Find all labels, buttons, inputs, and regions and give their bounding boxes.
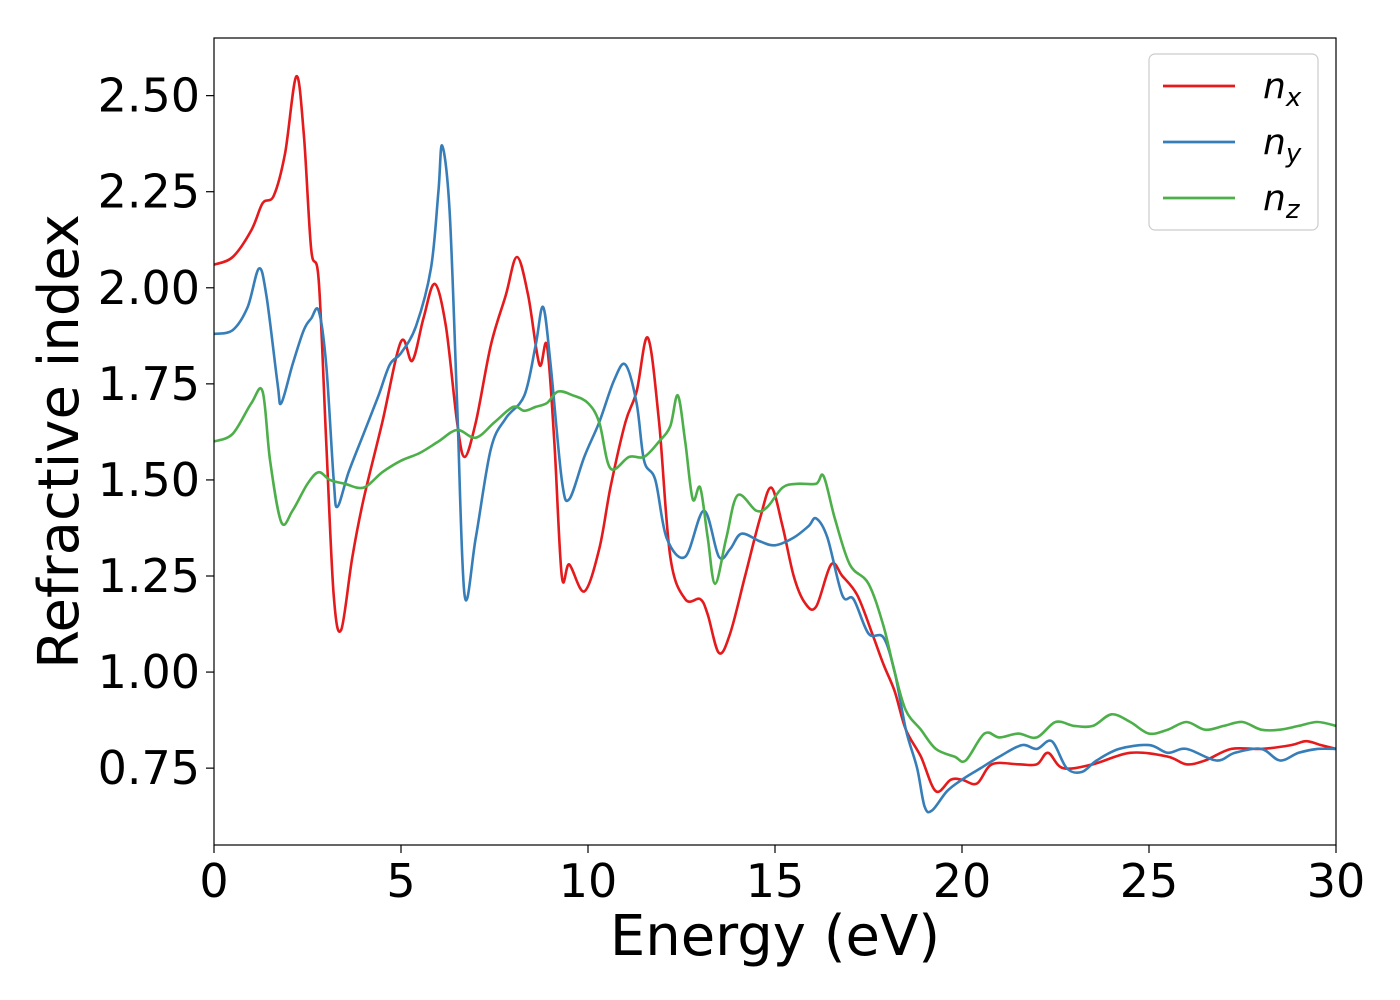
y-tick-label: 2.00 bbox=[98, 261, 200, 315]
legend: nx ny nz bbox=[1148, 53, 1319, 231]
y-tick-label: 0.75 bbox=[98, 741, 200, 795]
x-tick-label: 20 bbox=[933, 854, 992, 908]
y-tick-label: 2.25 bbox=[98, 165, 200, 219]
series-line-ny bbox=[214, 144, 1336, 814]
y-tick-label: 1.75 bbox=[98, 357, 200, 411]
y-tick-label: 2.50 bbox=[98, 69, 200, 123]
y-axis-label: Refractive index bbox=[27, 214, 92, 669]
x-axis-ticks: 0 5 10 15 20 25 30 bbox=[199, 845, 1365, 908]
y-tick-label: 1.00 bbox=[98, 645, 200, 699]
x-tick-label: 5 bbox=[386, 854, 415, 908]
legend-label-ny: ny bbox=[1263, 122, 1302, 169]
x-tick-label: 30 bbox=[1307, 854, 1366, 908]
legend-label-nz: nz bbox=[1263, 178, 1301, 225]
x-tick-label: 15 bbox=[746, 854, 805, 908]
legend-label-nx: nx bbox=[1263, 66, 1302, 113]
y-axis-ticks: 0.75 1.00 1.25 1.50 1.75 2.00 2.25 2.50 bbox=[98, 69, 214, 795]
x-tick-label: 10 bbox=[559, 854, 618, 908]
series-line-nx bbox=[214, 75, 1336, 794]
y-tick-label: 1.25 bbox=[98, 549, 200, 603]
series-layer bbox=[214, 75, 1336, 814]
series-line-nz bbox=[214, 386, 1336, 764]
x-tick-label: 25 bbox=[1120, 854, 1179, 908]
x-tick-label: 0 bbox=[199, 854, 228, 908]
y-tick-label: 1.50 bbox=[98, 453, 200, 507]
x-axis-label: Energy (eV) bbox=[610, 904, 940, 969]
